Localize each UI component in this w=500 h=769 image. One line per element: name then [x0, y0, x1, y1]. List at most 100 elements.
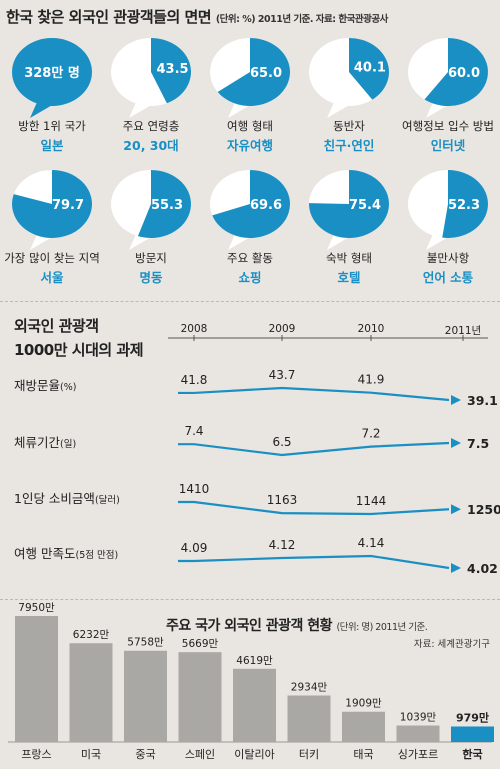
- pie-slice: [309, 170, 389, 238]
- bubble-label: 동반자: [333, 119, 365, 133]
- bubble-pie: 40.1: [309, 38, 389, 118]
- metric-unit: (%): [60, 382, 77, 393]
- year-label: 2008: [180, 323, 208, 335]
- trend-arrowhead: [451, 395, 461, 405]
- section3-title-text: 주요 국가 외국인 관광객 현황: [166, 618, 333, 634]
- pie-slice: [442, 170, 488, 238]
- bar: [342, 711, 385, 742]
- bubble-pie: 52.3: [408, 170, 488, 250]
- bar-value-label: 1909만: [345, 698, 382, 710]
- pie-slice: [424, 38, 488, 107]
- trend-value: 1163: [267, 493, 298, 507]
- trend-arrowhead: [451, 563, 461, 573]
- bar-value-label: 5669만: [182, 638, 219, 650]
- metric-unit: (일): [60, 439, 77, 450]
- bar-category-label: 한국: [462, 747, 482, 761]
- bar-value-label: 1039만: [400, 712, 437, 724]
- bubble-pie: 55.3: [111, 170, 192, 250]
- pie-value: 55.3: [151, 198, 183, 213]
- trend-line: [178, 554, 450, 570]
- metric-unit: (5점 만점): [75, 550, 119, 561]
- bubble-value: 명동: [139, 270, 163, 285]
- separator-1: [0, 301, 500, 302]
- bar: [69, 643, 113, 742]
- bubble-label: 가장 많이 찾는 지역: [4, 251, 100, 265]
- metric-label: 재방문율(%): [14, 375, 76, 394]
- trend-value: 39.1: [467, 393, 498, 408]
- bubble-label: 방한 1위 국가: [18, 119, 86, 133]
- pie-value: 79.7: [52, 198, 84, 213]
- separator-2: [0, 599, 500, 600]
- bar: [178, 652, 222, 742]
- pie-value: 65.0: [250, 66, 282, 81]
- metric-unit: (달러): [94, 495, 120, 506]
- metric-name: 재방문율: [14, 378, 61, 393]
- bubble-pie: 60.0: [408, 38, 488, 118]
- bubble-pie: 79.7: [11, 170, 93, 250]
- section1-unit-note: (단위: %) 2011년 기준. 자료: 한국관광공사: [215, 14, 389, 25]
- year-label: 2011년: [444, 325, 482, 337]
- trend-value: 41.8: [181, 373, 208, 387]
- trend-line: [178, 386, 450, 402]
- year-label: 2010: [357, 323, 385, 335]
- metric-label: 1인당 소비금액(달러): [14, 488, 120, 507]
- trend-value: 1144: [356, 494, 387, 508]
- pie-value: 52.3: [448, 198, 480, 213]
- trend-value: 4.09: [181, 541, 208, 555]
- trend-value: 4.12: [269, 538, 296, 552]
- metric-label: 체류기간(일): [14, 432, 76, 451]
- pie-value: 69.6: [250, 198, 282, 213]
- bubble-value: 자유여행: [226, 138, 273, 153]
- bar: [287, 695, 331, 742]
- bar-category-label: 태국: [353, 748, 373, 761]
- trend-value: 7.2: [361, 427, 380, 441]
- bar: [451, 726, 494, 742]
- bar-category-label: 중국: [135, 748, 155, 761]
- bubble-pie: 69.6: [210, 170, 290, 250]
- trend-line: [178, 500, 450, 516]
- pie-value: 60.0: [448, 66, 480, 81]
- pie-slice: [217, 38, 290, 107]
- pie-slice: [349, 38, 389, 100]
- trend-value: 41.9: [358, 373, 385, 387]
- bubble-value: 호텔: [337, 270, 361, 285]
- trend-value: 4.14: [358, 536, 385, 550]
- pie-value: 75.4: [349, 198, 381, 213]
- metric-name: 여행 만족도: [14, 546, 76, 561]
- bubble-value: 20, 30대: [123, 138, 179, 153]
- metric-label: 여행 만족도(5점 만점): [14, 543, 118, 562]
- trend-arrowhead: [451, 438, 461, 448]
- metric-name: 1인당 소비금액: [14, 491, 95, 506]
- trend-value: 43.7: [269, 368, 296, 382]
- bubble-value: 인터넷: [430, 138, 466, 153]
- trend-value: 4.02: [467, 561, 498, 576]
- bubble-label: 숙박 형태: [326, 251, 372, 265]
- section1-title: 한국 찾은 외국인 관광객들의 면면 (단위: %) 2011년 기준. 자료:…: [6, 6, 388, 27]
- bubble-pie: 75.4: [309, 170, 389, 250]
- bar-category-label: 터키: [299, 748, 319, 761]
- bar-category-label: 싱가포르: [398, 748, 438, 761]
- bar-category-label: 스페인: [185, 748, 215, 761]
- bar: [124, 650, 167, 742]
- pie-slice: [151, 38, 191, 104]
- bubble-pie: 328만 명: [12, 38, 92, 118]
- section1-title-text: 한국 찾은 외국인 관광객들의 면면: [6, 8, 212, 26]
- section3-title: 주요 국가 외국인 관광객 현황 (단위: 명) 2011년 기준.: [166, 615, 428, 635]
- section2-title-line1: 외국인 관광객: [14, 317, 99, 335]
- bubble-pie: 65.0: [210, 38, 290, 118]
- bar-category-label: 이탈리아: [234, 748, 274, 761]
- year-label: 2009: [268, 323, 296, 335]
- bar-value-label: 2934만: [291, 681, 328, 693]
- bubble-value: 언어 소통: [422, 270, 474, 285]
- bubble-value: 서울: [40, 270, 64, 285]
- pie-slice: [137, 170, 192, 238]
- bar-category-label: 미국: [81, 748, 101, 761]
- trend-value: 1250: [467, 502, 500, 517]
- trend-value: 6.5: [272, 435, 291, 449]
- trend-value: 7.5: [467, 436, 489, 451]
- bubble-label: 여행정보 입수 방법: [402, 119, 494, 133]
- bubble-value: 일본: [40, 138, 64, 153]
- bubble-fill: [12, 38, 92, 106]
- bubble-label: 여행 형태: [227, 119, 273, 133]
